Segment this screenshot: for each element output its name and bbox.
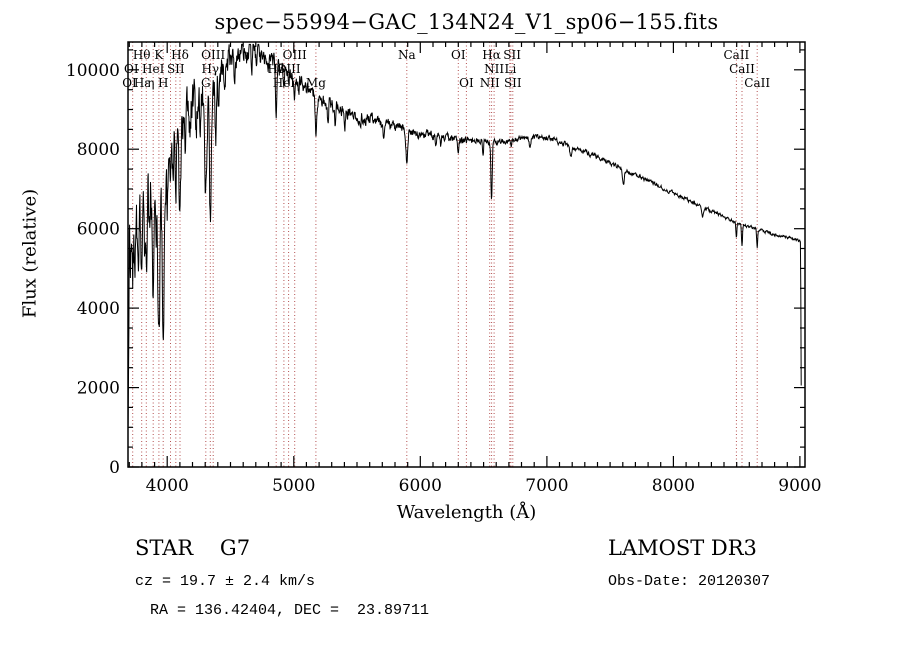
feature-label: Hα [482,48,501,62]
y-tick-label: 2000 [77,379,120,399]
feature-label: HeI [142,62,165,76]
object-class-label: STAR G7 [135,536,251,560]
feature-label: G [201,76,211,90]
feature-label: OI [459,76,474,90]
feature-label: Li [504,62,516,76]
spectrum-trace [127,43,802,426]
y-tick-label: 8000 [77,140,120,160]
feature-label: K [154,48,164,62]
feature-label: Na [398,48,416,62]
feature-label: OIII [277,62,301,76]
feature-label: Mg [306,76,326,90]
feature-label: SII [504,76,522,90]
x-tick-label: 6000 [399,476,442,496]
velocity-label: cz = 19.7 ± 2.4 km/s [135,573,316,590]
feature-label: CaII [729,62,755,76]
feature-label: Hδ [171,48,189,62]
feature-label: H [158,76,168,90]
obs-date-label: Obs-Date: 20120307 [608,573,771,590]
feature-label: SII [167,62,185,76]
feature-label: Hε [134,76,151,90]
feature-label: NII [480,76,500,90]
feature-label: Hθ [133,48,151,62]
feature-label: OI [124,62,139,76]
feature-label: NII [484,62,504,76]
x-tick-label: 7000 [525,476,568,496]
y-tick-label: 0 [109,458,120,478]
plot-title: spec−55994−GAC_134N24_V1_sp06−155.fits [214,10,719,34]
feature-label: OIII [201,48,225,62]
feature-label: SII [503,48,521,62]
coordinates-label: RA = 136.42404, DEC = 23.89711 [150,602,430,619]
x-tick-label: 8000 [652,476,695,496]
feature-label: OI [451,48,466,62]
axis-frame [127,41,806,468]
x-axis-title: Wavelength (Å) [396,502,537,523]
feature-label: Hβ [267,62,284,76]
feature-label: OIII [283,48,307,62]
x-tick-label: 5000 [272,476,315,496]
y-tick-label: 10000 [66,61,120,81]
x-tick-label: 9000 [778,476,821,496]
feature-label: η [147,76,154,90]
feature-label: CaII [723,48,749,62]
x-tick-label: 4000 [146,476,189,496]
feature-label: Hγ [201,62,219,76]
feature-label: HeI [273,76,296,90]
y-tick-label: 6000 [77,220,120,240]
feature-label: OI [122,76,137,90]
survey-label: LAMOST DR3 [608,536,757,560]
feature-label: CaII [744,76,770,90]
y-tick-label: 4000 [77,299,120,319]
